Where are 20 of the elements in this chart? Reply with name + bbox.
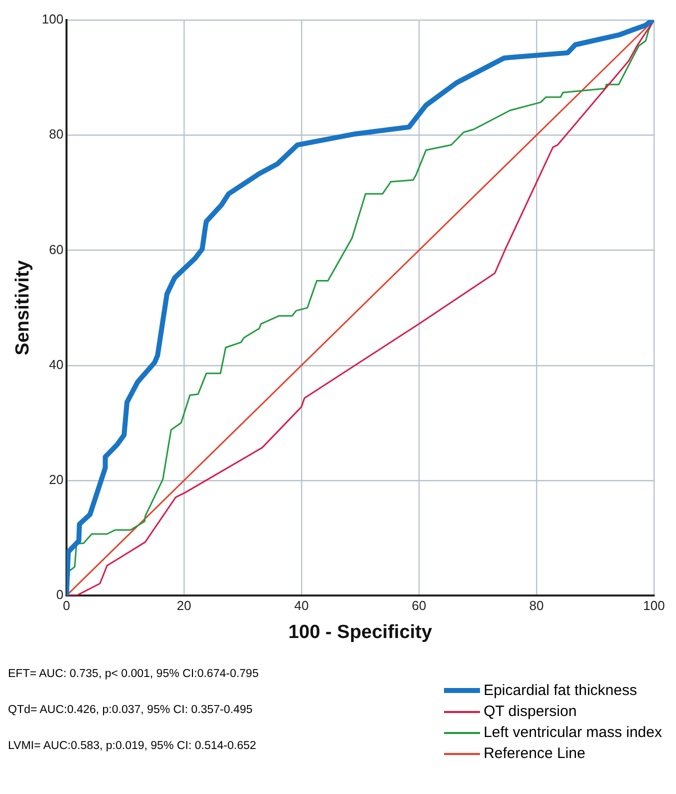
y-tick-label: 20 — [49, 472, 64, 488]
x-tick-label: 80 — [529, 598, 544, 613]
x-axis-title: 100 - Specificity — [288, 622, 432, 643]
legend-label: Epicardial fat thickness — [484, 681, 637, 701]
y-tick-label: 60 — [49, 242, 64, 257]
y-tick-label: 0 — [56, 587, 64, 602]
legend-label: QT dispersion — [484, 702, 577, 722]
x-tick-label: 20 — [176, 598, 192, 613]
y-tick-label: 40 — [49, 356, 64, 372]
text: EFT= AUC: 0.735, p< 0.001, 95% CI:0.674-0.795 — [8, 667, 259, 682]
y-tick-label: 80 — [49, 126, 64, 142]
legend-label: Reference Line — [484, 744, 586, 764]
x-tick-label: 100 — [643, 598, 665, 613]
text: QTd= AUC:0.426, p:0.037, 95% CI: 0.357-0.495 — [8, 703, 254, 718]
x-tick-label: 40 — [294, 598, 309, 613]
y-axis-title: Sensitivity — [12, 260, 34, 356]
y-tick-label: 100 — [42, 12, 64, 27]
x-tick-label: 60 — [412, 598, 426, 613]
legend-label: Left ventricular mass index — [484, 723, 662, 743]
text: LVMI= AUC:0.583, p:0.019, 95% CI: 0.514-0.652 — [8, 739, 258, 754]
